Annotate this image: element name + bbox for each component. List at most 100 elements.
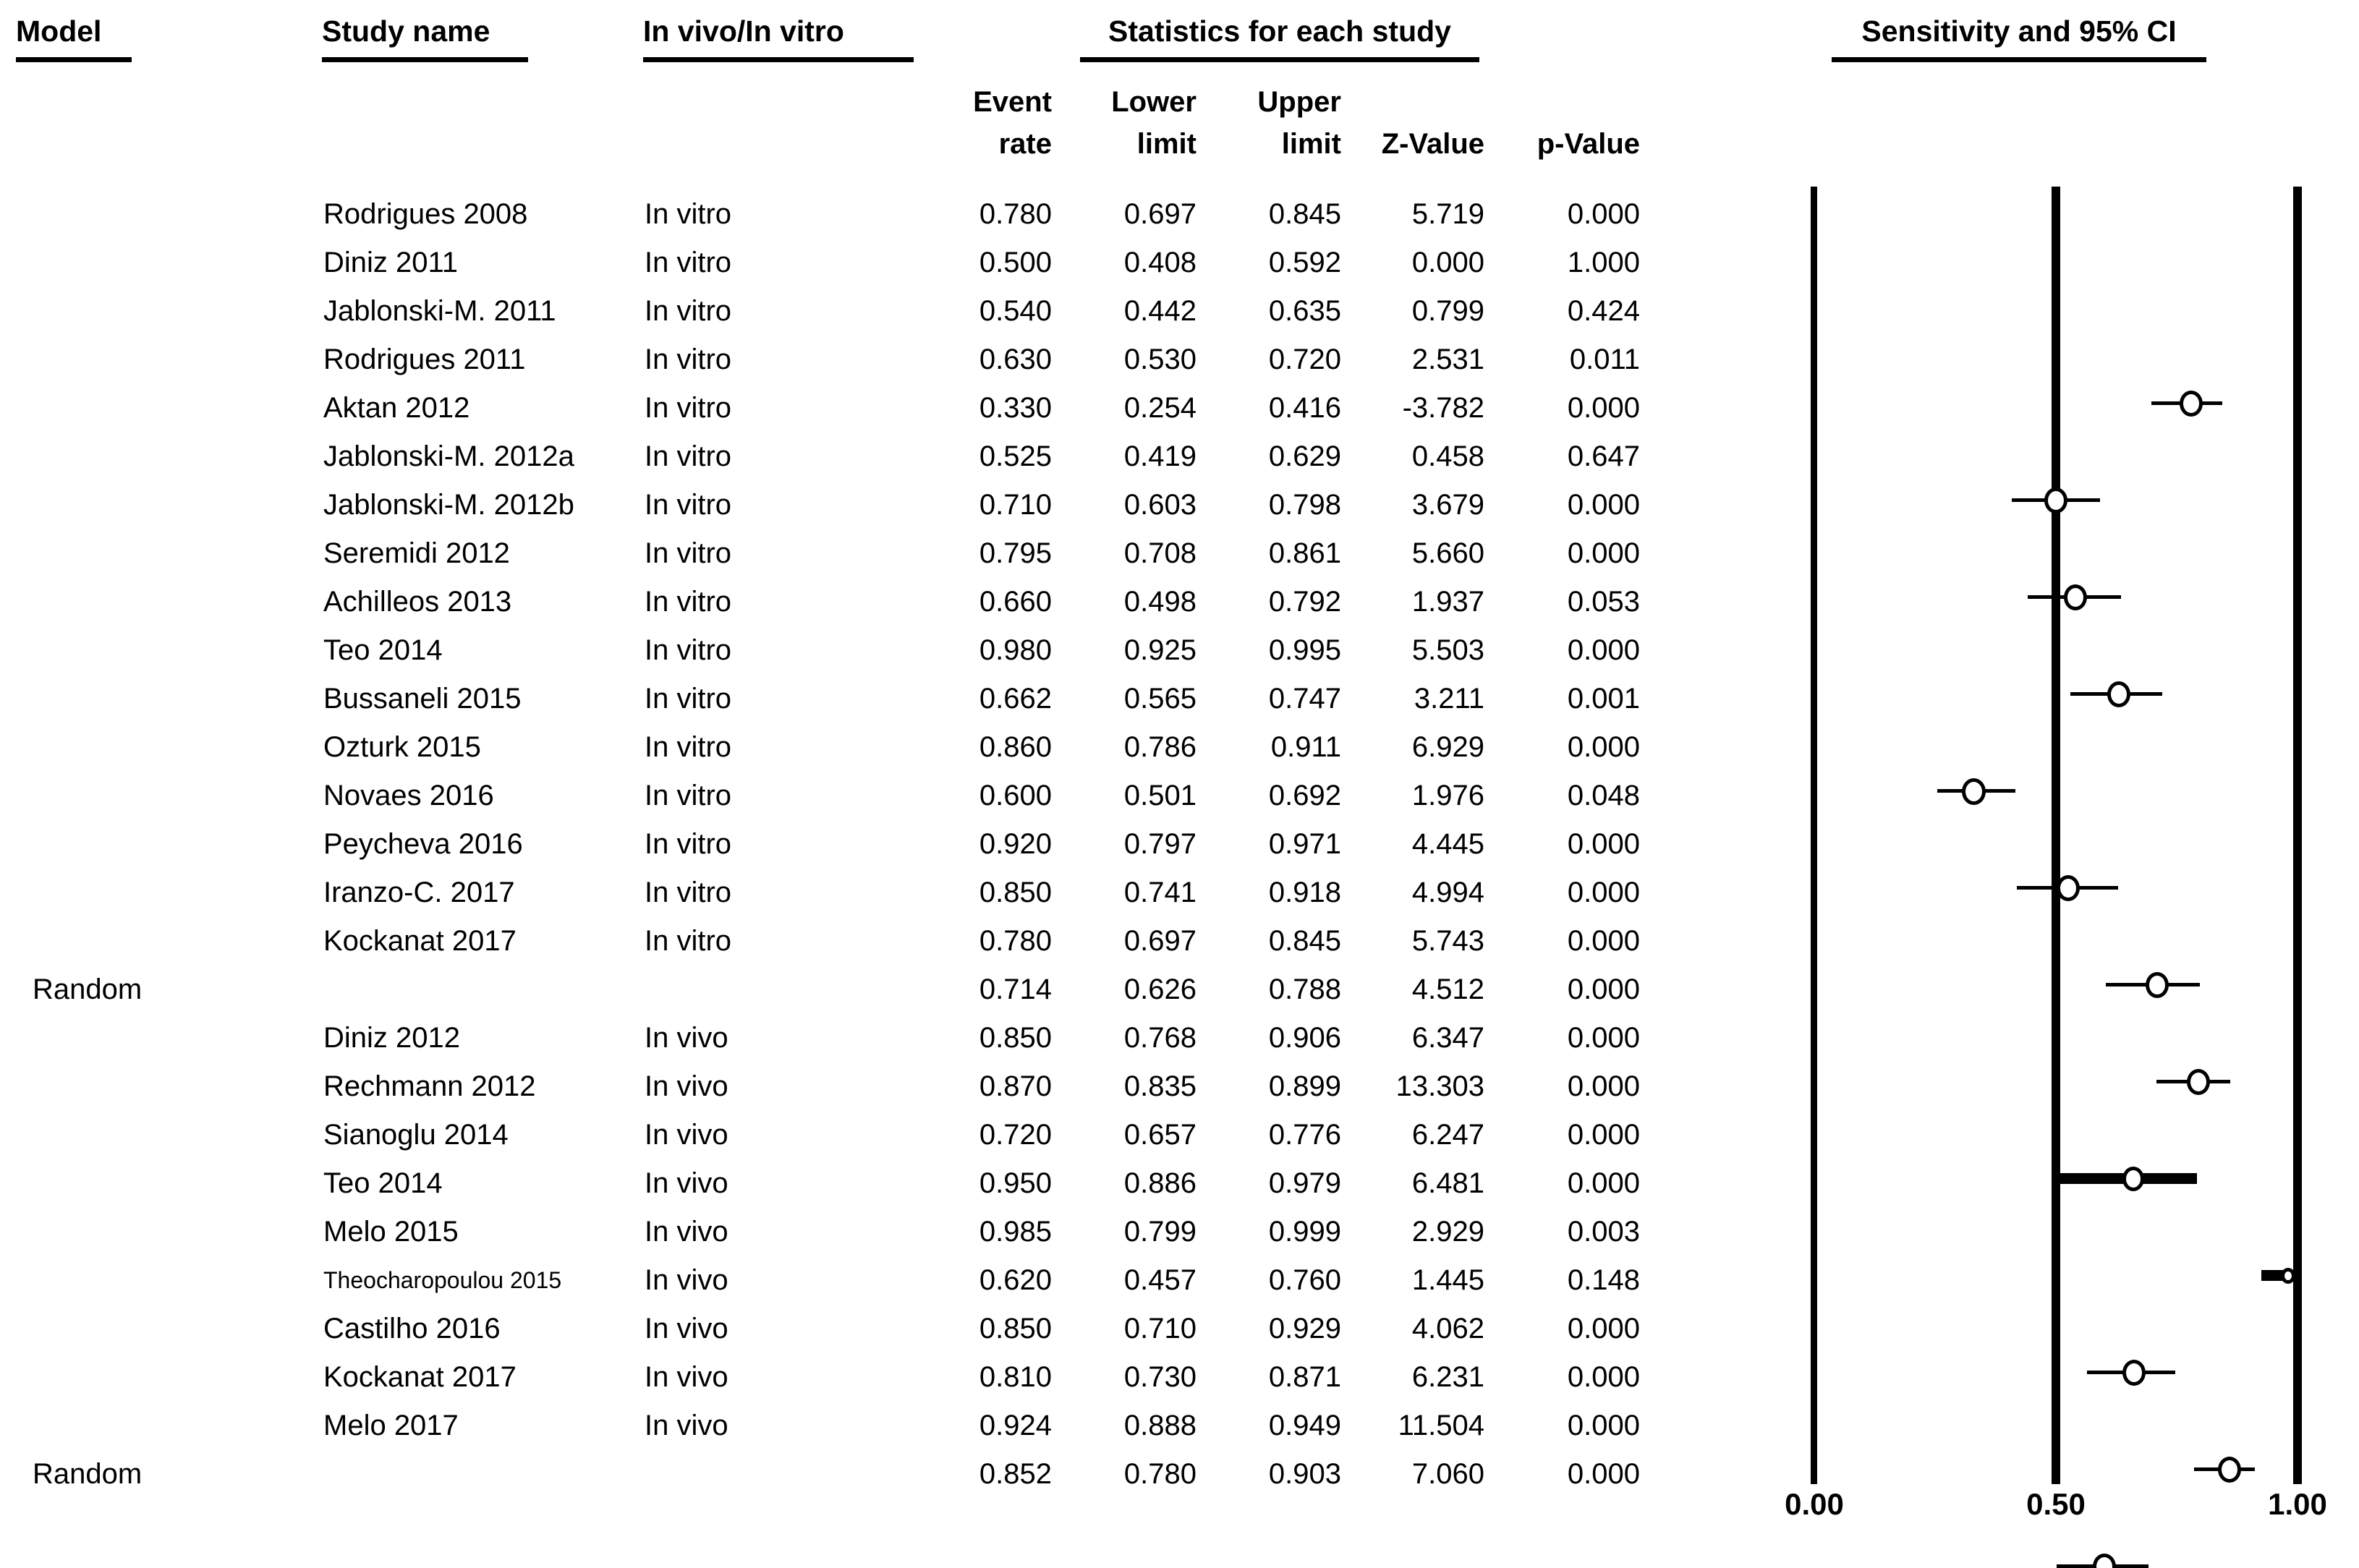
study-name-cell [323, 1449, 634, 1499]
model-cell [33, 286, 271, 336]
x-axis-tick-label-100: 1.00 [2268, 1487, 2327, 1521]
lower-limit-cell: 0.925 [1123, 634, 1196, 666]
event-rate-cell: 0.660 [979, 586, 1052, 618]
study-row: Ozturk 2015 In vitro 0.860 0.786 0.911 6.929 0… [0, 723, 2359, 1483]
study-name-cell: Achilleos 2013 [323, 586, 512, 618]
study-name-cell: Ozturk 2015 [323, 731, 481, 763]
study-row: Castilho 2016 In vivo 0.850 0.710 0.929 4.062… [0, 1304, 2359, 1353]
study-row: Sianoglu 2014 In vivo 0.720 0.657 0.776 6.247… [0, 1110, 2359, 1159]
model-cell [33, 189, 271, 239]
group-cell: In vitro [645, 828, 732, 860]
lower-limit-cell: 0.657 [1123, 1119, 1196, 1151]
study-name-cell: Jablonski-M. 2012b [323, 489, 574, 521]
lower-limit-cell: 0.780 [1123, 1458, 1196, 1490]
model-cell [33, 1207, 271, 1256]
z-value-cell: 2.531 [1411, 344, 1484, 375]
study-row: Rechmann 2012 In vivo 0.870 0.835 0.899 13.30… [0, 1062, 2359, 1111]
p-value-cell: 0.000 [1567, 537, 1640, 569]
p-value-cell: 0.000 [1567, 1410, 1640, 1441]
model-cell [33, 916, 271, 966]
study-name-cell: Sianoglu 2014 [323, 1119, 509, 1151]
p-value-cell: 0.000 [1567, 489, 1640, 521]
lower-limit-cell: 0.730 [1123, 1361, 1196, 1393]
model-cell [33, 1110, 271, 1159]
group-cell: In vitro [645, 344, 732, 375]
study-name-cell: Jablonski-M. 2012a [323, 440, 574, 472]
statistics-section-header: Statistics for each study [1080, 14, 1479, 62]
model-cell [33, 577, 271, 626]
event-rate-marker [2044, 487, 2067, 514]
upper-limit-cell: 0.903 [1268, 1458, 1341, 1490]
z-value-cell: 6.247 [1411, 1119, 1484, 1151]
group-cell: In vitro [645, 489, 732, 521]
study-row: Melo 2017 In vivo 0.924 0.888 0.949 11.504 0.0… [0, 1401, 2359, 1450]
lower-limit-cell: 0.786 [1123, 731, 1196, 763]
study-name-column-header: Study name [322, 14, 528, 62]
group-cell: In vivo [645, 1410, 728, 1441]
study-name-cell: Aktan 2012 [323, 392, 470, 424]
group-cell: In vivo [645, 1313, 728, 1345]
z-value-cell: 5.719 [1411, 198, 1484, 230]
event-rate-cell: 0.950 [979, 1167, 1052, 1199]
study-row: Rodrigues 2011 In vitro 0.630 0.530 0.720 2.5… [0, 335, 2359, 707]
p-value-cell: 0.000 [1567, 1313, 1640, 1345]
upper-limit-cell: 0.592 [1268, 247, 1341, 278]
upper-limit-cell: 0.416 [1268, 392, 1341, 424]
model-cell [33, 1062, 271, 1111]
study-name-cell: Melo 2015 [323, 1216, 459, 1248]
study-row: Seremidi 2012 In vitro 0.795 0.708 0.861 5.66… [0, 529, 2359, 1095]
p-value-cell: 0.000 [1567, 877, 1640, 908]
model-cell [33, 335, 271, 384]
study-row: Jablonski-M. 2011 In vitro 0.540 0.442 0.635… [0, 286, 2359, 610]
lower-limit-cell: 0.886 [1123, 1167, 1196, 1199]
model-cell: Random [33, 973, 143, 1005]
z-value-cell: 6.347 [1411, 1022, 1484, 1054]
lower-limit-cell: 0.710 [1123, 1313, 1196, 1345]
z-value-cell: 13.303 [1395, 1070, 1484, 1102]
model-cell: Random [33, 1458, 143, 1490]
study-row: Peycheva 2016 In vitro 0.920 0.797 0.971 4.44… [0, 819, 2359, 869]
x-axis-tick-label-0: 0.00 [1785, 1487, 1844, 1521]
study-row: Melo 2015 In vivo 0.985 0.799 0.999 2.929 0.00… [0, 1207, 2359, 1256]
event-rate-cell: 0.630 [979, 344, 1052, 375]
group-cell: In vitro [645, 295, 732, 327]
group-cell: In vitro [645, 440, 732, 472]
event-rate-cell: 0.980 [979, 634, 1052, 666]
z-value-cell: 6.481 [1411, 1167, 1484, 1199]
p-value-cell: 0.000 [1567, 828, 1640, 860]
z-value-cell: 3.679 [1411, 489, 1484, 521]
p-value-cell: 0.647 [1567, 440, 1640, 472]
upper-limit-cell: 0.629 [1268, 440, 1341, 472]
summary-row: Random 0.852 0.780 0.903 7.060 0.000 [0, 1449, 2359, 1499]
upper-limit-cell: 0.861 [1268, 537, 1341, 569]
model-cell [33, 480, 271, 529]
event-rate-marker [2056, 875, 2080, 901]
z-value-cell: -3.782 [1402, 392, 1484, 424]
upper-limit-cell: 0.995 [1268, 634, 1341, 666]
p-value-cell: 0.003 [1567, 1216, 1640, 1248]
upper-limit-cell: 0.845 [1268, 925, 1341, 957]
model-column-header: Model [16, 14, 132, 62]
event-rate-cell: 0.860 [979, 731, 1052, 763]
lower-limit-cell: 0.501 [1123, 780, 1196, 811]
event-rate-cell: 0.600 [979, 780, 1052, 811]
model-cell [33, 383, 271, 433]
event-rate-cell: 0.852 [979, 1458, 1052, 1490]
plot-reference-line-100 [2293, 187, 2302, 1484]
z-value-cell: 2.929 [1411, 1216, 1484, 1248]
p-value-cell: 0.011 [1569, 344, 1640, 375]
group-cell: In vivo [645, 1119, 728, 1151]
event-rate-marker [2063, 584, 2087, 610]
study-row: Teo 2014 In vivo 0.950 0.886 0.979 6.481 0.000 [0, 1159, 2359, 1208]
z-value-cell: 3.211 [1414, 683, 1484, 715]
upper-limit-cell: 0.720 [1268, 344, 1341, 375]
p-value-cell: 0.000 [1567, 1022, 1640, 1054]
lower-limit-cell: 0.768 [1123, 1022, 1196, 1054]
lower-limit-cell: 0.419 [1123, 440, 1196, 472]
upper-limit-cell: 0.798 [1268, 489, 1341, 521]
event-rate-cell: 0.850 [979, 1022, 1052, 1054]
p-value-cell: 0.001 [1567, 683, 1640, 715]
z-value-cell: 4.512 [1411, 973, 1484, 1005]
p-value-cell: 0.053 [1567, 586, 1640, 618]
group-cell: In vivo [645, 1361, 728, 1393]
